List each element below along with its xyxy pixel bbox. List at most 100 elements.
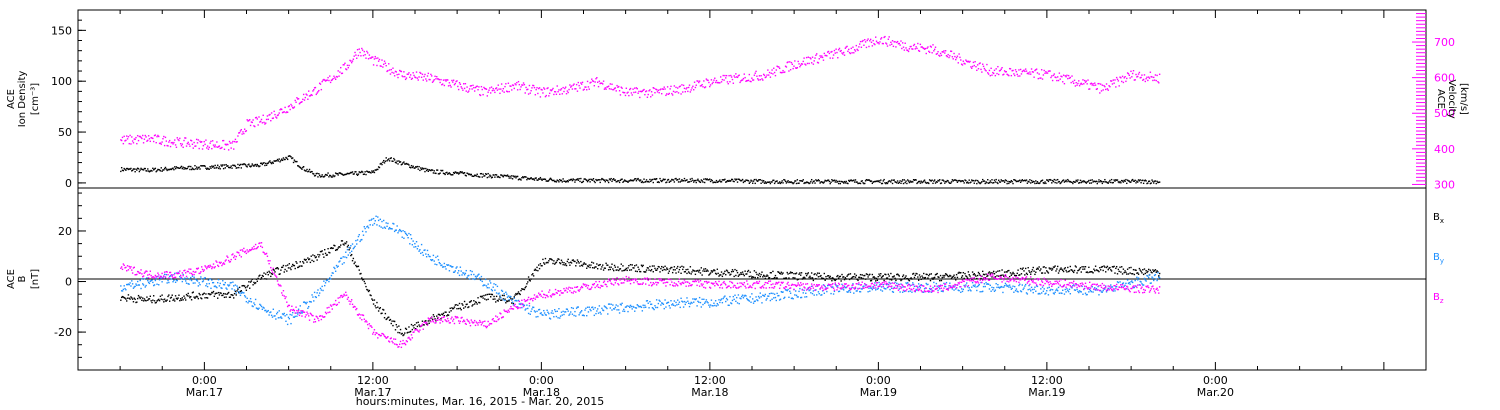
velocity-point xyxy=(263,121,265,124)
velocity-point xyxy=(448,82,451,84)
bx-point xyxy=(795,272,798,274)
by-series xyxy=(120,215,1161,326)
bx-point xyxy=(891,279,893,281)
by-point xyxy=(859,291,862,293)
velocity-point xyxy=(463,87,466,90)
velocity-point xyxy=(804,63,806,65)
by-point xyxy=(504,299,506,302)
velocity-point xyxy=(240,128,243,131)
by-point xyxy=(681,300,683,302)
density-point xyxy=(581,181,584,183)
bx-point xyxy=(248,281,250,283)
bx-point xyxy=(612,269,615,272)
bx-point xyxy=(131,298,134,300)
density-point xyxy=(368,171,371,173)
density-point xyxy=(230,165,232,167)
by-point xyxy=(350,250,353,252)
velocity-point xyxy=(1153,76,1155,79)
bx-point xyxy=(1030,271,1033,273)
by-point xyxy=(416,248,419,250)
velocity-point xyxy=(858,46,860,48)
velocity-point xyxy=(1048,70,1050,72)
by-point xyxy=(180,277,183,280)
density-point xyxy=(1006,182,1008,185)
by-point xyxy=(564,311,566,313)
density-point xyxy=(464,174,467,177)
bx-point xyxy=(142,300,145,302)
bx-point xyxy=(566,260,569,263)
density-point xyxy=(611,180,613,183)
bx-point xyxy=(1146,271,1148,274)
by-point xyxy=(749,296,751,298)
density-point xyxy=(898,181,900,184)
bx-point xyxy=(318,254,321,256)
by-point xyxy=(411,244,414,246)
density-point xyxy=(290,156,292,158)
velocity-point xyxy=(982,63,984,65)
density-point xyxy=(868,179,870,181)
by-point xyxy=(632,305,634,308)
density-point xyxy=(719,181,722,183)
bx-point xyxy=(1048,267,1050,269)
x-tick-time: 0:00 xyxy=(1203,374,1228,387)
bx-point xyxy=(824,279,826,281)
bx-point xyxy=(729,274,731,276)
density-point xyxy=(1102,181,1104,183)
density-point xyxy=(1153,182,1155,184)
bx-point xyxy=(328,251,330,254)
by-point xyxy=(893,286,895,289)
bx-point xyxy=(624,268,627,271)
velocity-point xyxy=(1007,74,1009,76)
bx-point xyxy=(771,277,773,280)
bx-point xyxy=(526,283,528,285)
bx-point xyxy=(1140,270,1142,273)
x-tick-time: 0:00 xyxy=(529,374,554,387)
bx-point xyxy=(698,271,700,273)
bx-point xyxy=(1019,267,1022,270)
bx-point xyxy=(409,331,411,333)
density-point xyxy=(638,179,640,181)
density-point xyxy=(234,165,237,167)
bx-point xyxy=(823,272,826,275)
velocity-point xyxy=(724,74,726,77)
density-point xyxy=(273,160,275,162)
by-point xyxy=(259,304,262,306)
density-point xyxy=(461,171,463,173)
bx-point xyxy=(1153,270,1155,273)
density-point xyxy=(248,163,250,165)
by-point xyxy=(174,281,177,284)
bx-point xyxy=(1156,270,1158,272)
by-point xyxy=(171,274,173,276)
bx-point xyxy=(989,273,991,275)
velocity-point xyxy=(215,146,217,148)
by-point xyxy=(813,294,815,296)
velocity-point xyxy=(509,85,511,87)
by-point xyxy=(932,286,934,289)
density-point xyxy=(1087,180,1089,183)
density-point xyxy=(331,176,333,178)
by-point xyxy=(1044,293,1046,295)
bx-point xyxy=(1053,266,1056,268)
velocity-point xyxy=(313,87,316,89)
bx-point xyxy=(545,262,547,264)
bx-point xyxy=(950,277,953,279)
bx-point xyxy=(393,320,396,323)
by-point xyxy=(1042,290,1045,292)
bx-point xyxy=(289,267,291,269)
by-point xyxy=(196,280,199,282)
density-point xyxy=(778,181,781,183)
density-point xyxy=(871,182,874,185)
density-point xyxy=(663,179,665,181)
velocity-point xyxy=(642,89,644,92)
bx-point xyxy=(670,266,672,269)
velocity-point xyxy=(1047,70,1050,72)
bx-point xyxy=(853,273,856,275)
bx-point xyxy=(757,276,759,279)
velocity-point xyxy=(431,81,434,83)
by-point xyxy=(1022,288,1024,291)
velocity-point xyxy=(376,64,378,67)
density-point xyxy=(599,181,601,184)
bx-point xyxy=(265,273,267,275)
velocity-point xyxy=(598,80,601,82)
